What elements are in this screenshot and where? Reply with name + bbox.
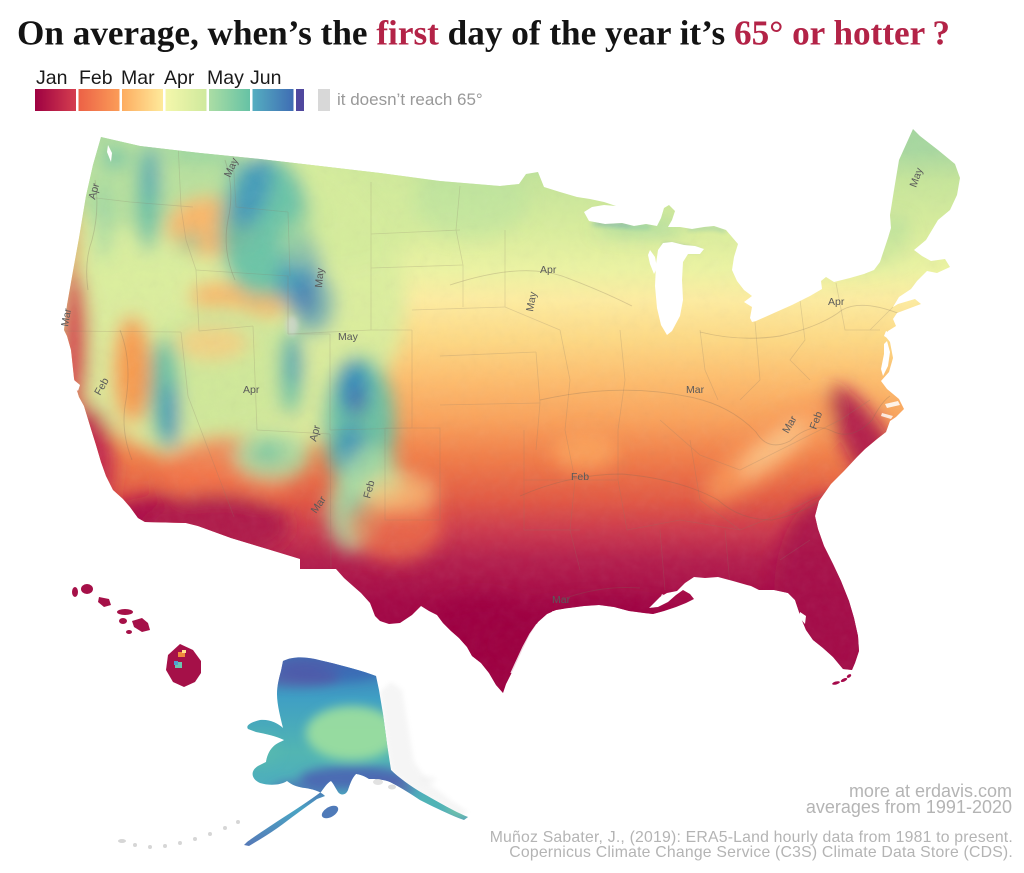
svg-text:averages from 1991-2020: averages from 1991-2020 — [806, 797, 1012, 817]
svg-text:Apr: Apr — [164, 67, 195, 89]
svg-text:Copernicus Climate Change Serv: Copernicus Climate Change Service (C3S) … — [509, 844, 1013, 861]
svg-text:Apr: Apr — [86, 181, 102, 200]
svg-text:Feb: Feb — [808, 410, 826, 431]
svg-text:Mar: Mar — [552, 594, 571, 606]
svg-text:Muñoz Sabater, J., (2019): ERA: Muñoz Sabater, J., (2019): ERA5-Land hou… — [490, 829, 1013, 846]
svg-text:May: May — [524, 290, 539, 312]
svg-text:May: May — [338, 331, 359, 343]
svg-text:Feb: Feb — [571, 471, 589, 483]
svg-text:Feb: Feb — [79, 67, 113, 89]
svg-text:May: May — [207, 67, 244, 89]
svg-text:Feb: Feb — [361, 479, 377, 500]
svg-text:On average, when’s the first d: On average, when’s the first day of the … — [17, 14, 950, 53]
svg-text:Jun: Jun — [250, 67, 281, 89]
svg-text:Apr: Apr — [307, 423, 323, 442]
svg-text:May: May — [313, 267, 327, 289]
svg-text:Mar: Mar — [59, 307, 74, 327]
svg-text:Apr: Apr — [243, 384, 260, 396]
svg-text:more at erdavis.com: more at erdavis.com — [849, 781, 1012, 801]
svg-text:Mar: Mar — [686, 384, 705, 396]
svg-text:Apr: Apr — [540, 264, 557, 276]
svg-text:it doesn’t reach 65°: it doesn’t reach 65° — [337, 90, 483, 109]
svg-text:Jan: Jan — [36, 67, 67, 89]
svg-text:Apr: Apr — [828, 296, 845, 308]
svg-text:Mar: Mar — [121, 67, 155, 89]
